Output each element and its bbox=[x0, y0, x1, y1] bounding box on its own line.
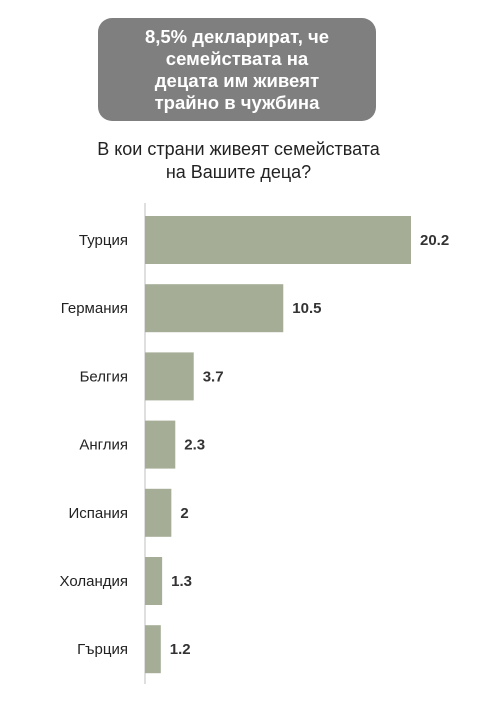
bar-6 bbox=[145, 625, 161, 674]
value-label-1: 10.5 bbox=[292, 300, 321, 317]
bar-1 bbox=[145, 284, 284, 333]
value-label-5: 1.3 bbox=[171, 573, 192, 590]
bar-2 bbox=[145, 352, 194, 401]
value-label-2: 3.7 bbox=[203, 368, 224, 385]
bar-5 bbox=[145, 557, 163, 605]
category-label-1: Германия bbox=[61, 300, 128, 317]
value-label-6: 1.2 bbox=[170, 641, 191, 658]
chart-question: В кои страни живеят семействата на Вашит… bbox=[97, 139, 380, 182]
category-label-4: Испания bbox=[68, 505, 128, 522]
category-label-3: Англия bbox=[79, 437, 128, 454]
bar-0 bbox=[145, 216, 411, 264]
bars-group: Турция 20.2 Германия 10.5 Белгия 3.7 Англия 2.3… bbox=[60, 216, 449, 674]
category-label-6: Гърция bbox=[77, 641, 128, 658]
value-label-3: 2.3 bbox=[184, 437, 205, 454]
value-label-4: 2 bbox=[180, 505, 188, 522]
category-label-2: Белгия bbox=[80, 368, 128, 385]
category-label-0: Турция bbox=[79, 232, 128, 249]
headline-text: 8,5% декларират, че семействата на децат… bbox=[144, 25, 330, 113]
value-label-0: 20.2 bbox=[420, 232, 449, 249]
category-label-5: Холандия bbox=[60, 573, 128, 590]
bar-3 bbox=[145, 420, 176, 469]
headline-banner: 8,5% декларират, че семействата на децат… bbox=[98, 18, 376, 121]
bar-4 bbox=[145, 488, 172, 537]
